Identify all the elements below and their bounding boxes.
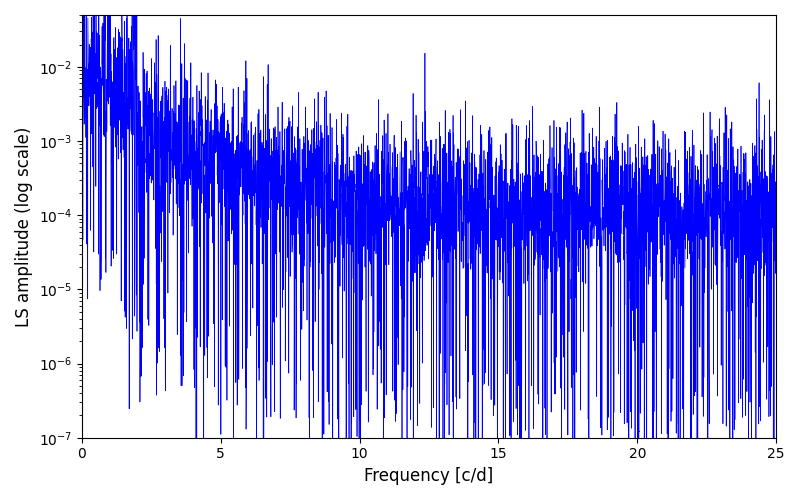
- Y-axis label: LS amplitude (log scale): LS amplitude (log scale): [15, 126, 33, 326]
- X-axis label: Frequency [c/d]: Frequency [c/d]: [364, 467, 494, 485]
